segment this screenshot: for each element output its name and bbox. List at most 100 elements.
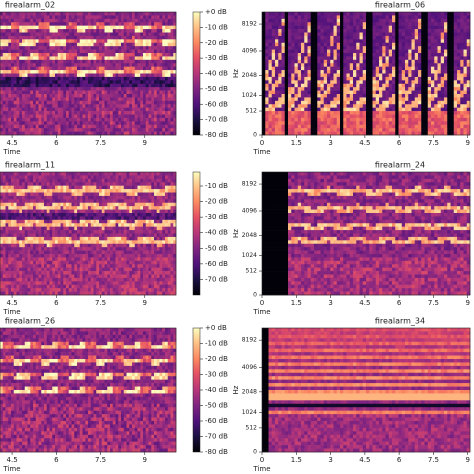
spectrogram-cell bbox=[262, 94, 266, 98]
spectrogram-cell bbox=[327, 42, 331, 47]
spectrogram-cell bbox=[375, 94, 380, 98]
spectrogram-cell bbox=[284, 29, 289, 33]
spectrogram-cell bbox=[85, 172, 89, 176]
spectrogram-cell bbox=[310, 100, 315, 105]
spectrogram-cell bbox=[60, 121, 64, 126]
spectrogram-cell bbox=[271, 42, 276, 47]
spectrogram-cell bbox=[372, 49, 377, 54]
spectrogram-cell bbox=[22, 97, 26, 102]
spectrogram-cell bbox=[123, 90, 127, 95]
spectrogram-cell bbox=[336, 18, 341, 23]
spectrogram-cell bbox=[0, 12, 4, 16]
spectrogram-cell bbox=[268, 76, 273, 81]
spectrogram-cell bbox=[71, 22, 75, 26]
spectrogram-cell bbox=[151, 121, 155, 126]
spectrogram-cell bbox=[41, 175, 45, 180]
spectrogram-cell bbox=[57, 111, 61, 115]
spectrogram-cell bbox=[165, 100, 169, 105]
spectrogram-cell bbox=[265, 32, 269, 37]
spectrogram-cell bbox=[405, 18, 409, 23]
spectrogram-cell bbox=[41, 56, 45, 61]
spectrogram-cell bbox=[101, 39, 105, 44]
spectrogram-cell bbox=[13, 46, 17, 50]
spectrogram-cell bbox=[437, 100, 442, 105]
spectrogram-cell bbox=[421, 56, 425, 61]
spectrogram-cell bbox=[294, 90, 299, 95]
spectrogram-cell bbox=[408, 70, 412, 74]
spectrogram-cell bbox=[434, 32, 438, 37]
spectrogram-cell bbox=[24, 114, 28, 119]
spectrogram-cell bbox=[401, 70, 406, 74]
spectrogram-cell bbox=[110, 100, 114, 105]
spectrogram-cell bbox=[170, 182, 174, 186]
spectrogram-cell bbox=[359, 35, 364, 40]
spectrogram-cell bbox=[60, 185, 64, 190]
spectrogram-cell bbox=[129, 114, 133, 119]
spectrogram-cell bbox=[134, 22, 138, 26]
spectrogram-cell bbox=[268, 22, 273, 26]
spectrogram-cell bbox=[99, 46, 103, 50]
spectrogram-cell bbox=[143, 63, 147, 67]
spectrogram-cell bbox=[30, 121, 34, 126]
spectrogram-cell bbox=[411, 73, 416, 78]
spectrogram-cell bbox=[90, 131, 94, 136]
spectrogram-cell bbox=[60, 59, 64, 64]
spectrogram-cell bbox=[453, 90, 458, 95]
spectrogram-cell bbox=[44, 18, 48, 23]
spectrogram-cell bbox=[90, 111, 94, 115]
spectrogram-cell bbox=[123, 76, 127, 81]
spectrogram-cell bbox=[46, 15, 50, 20]
spectrogram-cell bbox=[107, 39, 111, 44]
spectrogram-cell bbox=[123, 63, 127, 67]
spectrogram-cell bbox=[395, 46, 399, 50]
spectrogram-cell bbox=[447, 39, 451, 44]
spectrogram-cell bbox=[173, 49, 177, 54]
spectrogram-cell bbox=[145, 59, 149, 64]
spectrogram-cell bbox=[320, 12, 325, 16]
spectrogram-cell bbox=[356, 49, 360, 54]
spectrogram-cell bbox=[463, 18, 468, 23]
spectrogram-cell bbox=[359, 25, 364, 30]
spectrogram-cell bbox=[447, 94, 451, 98]
spectrogram-cell bbox=[101, 182, 105, 186]
spectrogram-cell bbox=[112, 121, 116, 126]
spectrogram-cell bbox=[88, 59, 92, 64]
spectrogram-cell bbox=[392, 66, 396, 71]
spectrogram-cell bbox=[107, 128, 111, 132]
spectrogram-cell bbox=[421, 12, 425, 16]
spectrogram-cell bbox=[418, 131, 422, 136]
spectrogram-cell bbox=[427, 104, 432, 108]
spectrogram-cell bbox=[333, 18, 338, 23]
spectrogram-cell bbox=[369, 100, 373, 105]
spectrogram-cell bbox=[24, 56, 28, 61]
spectrogram-cell bbox=[71, 111, 75, 115]
spectrogram-cell bbox=[346, 87, 351, 91]
spectrogram-cell bbox=[170, 107, 174, 112]
spectrogram-cell bbox=[49, 121, 53, 126]
spectrogram-cell bbox=[90, 12, 94, 16]
spectrogram-cell bbox=[323, 124, 328, 129]
spectrogram-cell bbox=[115, 128, 119, 132]
spectrogram-cell bbox=[291, 29, 295, 33]
spectrogram-cell bbox=[99, 12, 103, 16]
spectrogram-cell bbox=[434, 76, 438, 81]
spectrogram-cell bbox=[16, 59, 20, 64]
spectrogram-cell bbox=[77, 131, 81, 136]
spectrogram-cell bbox=[22, 124, 26, 129]
spectrogram-cell bbox=[44, 87, 48, 91]
spectrogram-cell bbox=[79, 25, 83, 30]
spectrogram-cell bbox=[346, 97, 351, 102]
spectrogram-cell bbox=[466, 104, 471, 108]
spectrogram-cell bbox=[8, 114, 12, 119]
spectrogram-cell bbox=[310, 97, 315, 102]
spectrogram-cell bbox=[379, 73, 383, 78]
spectrogram-cell bbox=[444, 111, 448, 115]
spectrogram-cell bbox=[340, 35, 344, 40]
spectrogram-cell bbox=[16, 94, 20, 98]
spectrogram-cell bbox=[90, 15, 94, 20]
spectrogram-cell bbox=[77, 25, 81, 30]
spectrogram-cell bbox=[2, 25, 6, 30]
spectrogram-cell bbox=[427, 114, 432, 119]
spectrogram-cell bbox=[320, 15, 325, 20]
spectrogram-cell bbox=[408, 49, 412, 54]
